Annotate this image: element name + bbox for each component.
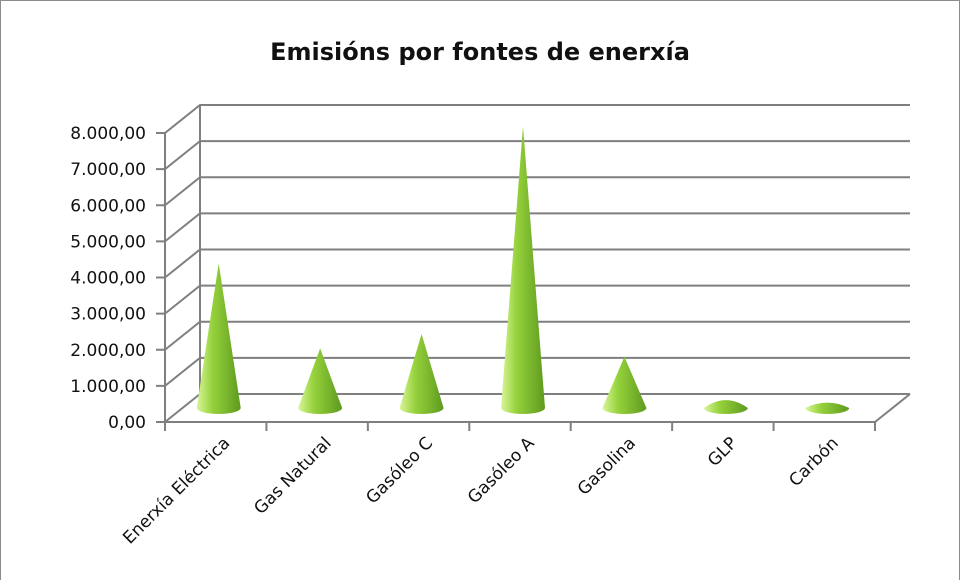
y-tick-label: 1.000,00 (70, 377, 146, 397)
cone-bar (298, 348, 343, 414)
gridline (164, 176, 910, 207)
cone-body (196, 263, 241, 414)
gridline (164, 284, 910, 315)
y-tick-label: 8.000,00 (70, 124, 146, 144)
cone-body (703, 400, 748, 414)
y-tick-label: 7.000,00 (70, 160, 146, 180)
x-tick-label: Gasolina (574, 433, 640, 499)
y-tick-label: 5.000,00 (70, 232, 146, 252)
cone-body (805, 402, 850, 414)
floor-edge (874, 393, 911, 423)
x-tick-label: Gasóleo C (362, 433, 437, 508)
cone-bar (703, 400, 748, 414)
gridline (164, 212, 910, 243)
x-tick-label: GLP (704, 433, 741, 470)
cone-bar (399, 333, 444, 414)
cone-bar (805, 402, 850, 414)
cone-body (501, 126, 545, 414)
gridline (164, 104, 910, 134)
x-tick-label: Carbón (785, 433, 842, 490)
y-tick-label: 2.000,00 (70, 341, 146, 361)
cone-body (298, 348, 343, 414)
y-tick-label: 6.000,00 (70, 196, 146, 216)
gridline (164, 140, 910, 170)
cone-body (602, 356, 647, 414)
y-tick-label: 3.000,00 (70, 305, 146, 325)
cone-body (399, 333, 444, 414)
x-tick-label: Gasóleo A (464, 433, 539, 508)
chart-title: Emisións por fontes de enerxía (270, 38, 690, 66)
x-tick-label: Gas Natural (250, 433, 335, 518)
gridline (164, 248, 910, 279)
cone-bar (602, 356, 647, 414)
y-tick-label: 0,00 (108, 413, 146, 433)
y-tick-label: 4.000,00 (70, 269, 146, 289)
x-tick-label: Enerxía Eléctrica (119, 433, 234, 548)
cone-bar (196, 263, 241, 414)
cone-bar (501, 126, 545, 414)
